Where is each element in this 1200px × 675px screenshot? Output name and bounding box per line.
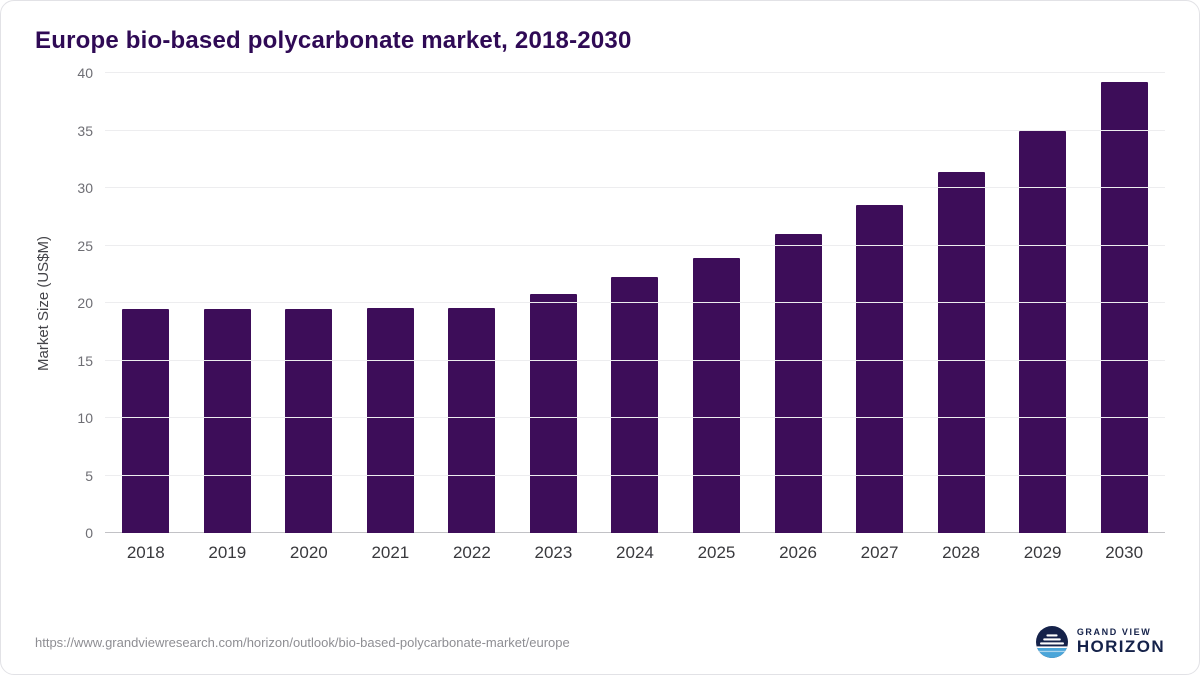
x-tick-label: 2022 (452, 543, 491, 562)
bar-slot (105, 73, 187, 533)
x-tick-label: 2019 (208, 543, 247, 562)
y-tick-label: 0 (85, 525, 93, 541)
bar-2024 (611, 276, 659, 533)
bar-slot (757, 73, 839, 533)
bar-2018 (122, 308, 170, 533)
x-tick-label: 2021 (371, 543, 410, 562)
bar-2026 (774, 234, 822, 533)
bar-slot (839, 73, 921, 533)
logo-line1: GRAND VIEW (1076, 627, 1152, 638)
y-tick-label: 25 (77, 237, 93, 254)
x-tick-label: 2026 (779, 543, 817, 562)
footer: https://www.grandviewresearch.com/horizo… (35, 626, 1165, 658)
bar-slot (268, 73, 350, 533)
x-tick-label: 2020 (289, 543, 328, 562)
y-tick-label: 30 (77, 180, 93, 196)
gridline (105, 244, 1165, 246)
y-tick-label: 20 (77, 295, 93, 311)
y-tick-label: 40 (77, 65, 93, 81)
source-url: https://www.grandviewresearch.com/horizo… (35, 634, 570, 650)
y-tick-label: 10 (77, 410, 93, 426)
bar-slot (594, 73, 676, 533)
bar-slot (513, 73, 595, 533)
grand-view-horizon-logo: GRAND VIEW HORIZON (1035, 626, 1165, 658)
bar-2021 (366, 307, 414, 533)
bar-2023 (529, 293, 577, 533)
bar-slot (920, 73, 1002, 533)
chart-body: Market Size (US$M) 0 5 10 15 20 25 30 35 40 2018… (35, 65, 1165, 563)
logo-text: GRAND VIEW HORIZON (1076, 627, 1165, 656)
chart-title: Europe bio-based polycarbonate market, 2… (35, 27, 632, 54)
x-tick-label: 2023 (534, 543, 573, 562)
plot-area: 0 5 10 15 20 25 30 35 40 (77, 65, 1165, 541)
gridline (105, 302, 1165, 303)
y-tick-label: 35 (77, 122, 93, 139)
bar-2022 (448, 307, 496, 533)
bar-slot (187, 73, 269, 533)
bar-2027 (856, 205, 904, 533)
x-tick-label: 2029 (1023, 543, 1062, 562)
bar-slot (350, 73, 432, 533)
x-tick-label: 2027 (860, 543, 899, 562)
x-tick-label: 2030 (1105, 543, 1144, 562)
bar-2030 (1100, 82, 1148, 533)
plot-outer: 0 5 10 15 20 25 30 35 40 2018 2019 2020 2021 2022 202… (63, 65, 1165, 563)
gridline (105, 129, 1165, 131)
gridline (105, 187, 1165, 188)
y-tick-label: 15 (77, 352, 93, 369)
grand-view-horizon-logo-icon (1035, 626, 1068, 658)
bar-2020 (285, 308, 333, 533)
bar-2028 (937, 171, 985, 533)
bar-slot (676, 73, 758, 533)
bar-2019 (203, 308, 251, 533)
x-tick-label: 2028 (942, 543, 980, 562)
gridline (105, 417, 1165, 418)
gridline (105, 474, 1165, 476)
x-axis-labels: 2018 2019 2020 2021 2022 2023 2024 2025 2026 2027… (105, 543, 1165, 563)
logo-line2: HORIZON (1076, 636, 1165, 656)
bar-slot (431, 73, 513, 533)
bars-container (105, 73, 1165, 533)
gridline (105, 359, 1165, 361)
x-tick-label: 2024 (616, 543, 654, 562)
bar-2025 (692, 258, 740, 533)
bar-2029 (1019, 130, 1067, 533)
bar-slot (1002, 73, 1084, 533)
y-tick-label: 5 (85, 467, 93, 484)
y-axis-title: Market Size (US$M) (35, 235, 52, 371)
gridline (105, 72, 1165, 73)
x-tick-label: 2025 (697, 543, 736, 562)
bar-slot (1083, 73, 1165, 533)
x-tick-label: 2018 (126, 543, 165, 562)
